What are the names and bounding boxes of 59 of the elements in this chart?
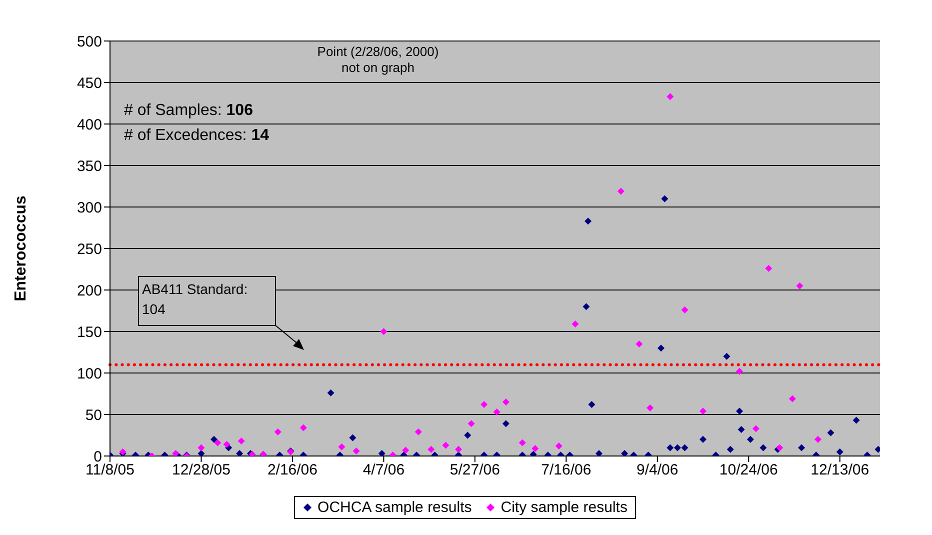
point [636,340,643,348]
legend-label: OCHCA sample results [316,499,472,516]
x-tick-label: 4/7/06 [362,462,405,479]
point [646,404,654,412]
annotation: Point (2/28/06, 2000) not on graph [316,44,440,76]
point [736,368,743,375]
point [493,408,500,416]
point [352,448,360,455]
point [338,443,346,450]
point [532,445,539,452]
y-axis-title: Enterococcus [12,195,30,302]
point [681,306,688,314]
point [700,408,707,415]
point [752,425,760,432]
y-tick-label: 200 [76,282,102,300]
point [214,439,222,446]
point [238,438,245,445]
x-tick-label: 5/27/06 [450,462,500,479]
y-tick-label: 350 [76,158,102,175]
annotation: # of Excedences: 14 [124,127,269,144]
y-tick-label: 300 [76,199,102,216]
point [502,398,510,406]
point [796,282,804,290]
x-tick-label: 7/16/06 [541,462,592,479]
y-tick-label: 250 [76,240,102,258]
point [414,428,422,436]
y-tick-label: 400 [76,116,102,134]
annotation: # of Samples: 106 [124,102,253,119]
point [814,436,822,443]
point [223,440,230,448]
point [455,446,462,453]
point [788,395,796,402]
point [617,188,624,195]
point [442,442,450,449]
y-tick-label: 150 [76,324,102,341]
point [518,439,526,446]
point [468,420,475,428]
x-tick-label: 10/24/06 [719,462,778,479]
point [300,424,307,432]
point [380,328,388,335]
x-tick-label: 2/16/06 [267,462,318,479]
point [274,428,282,436]
y-tick-label: 500 [76,33,102,50]
point [572,320,579,328]
x-tick-label: 12/13/06 [810,462,870,479]
point [198,444,205,452]
x-tick-label: 9/4/06 [636,462,678,479]
x-tick-label: 12/28/05 [172,462,230,479]
legend-label: City sample results [500,499,628,516]
point [402,446,410,454]
point [428,446,435,453]
y-tick-label: 450 [76,74,102,92]
point [555,442,562,450]
y-tick-label: 50 [85,406,102,424]
y-tick-label: 100 [76,365,102,382]
point [765,264,772,272]
annotation: AB411 Standard: 104 [138,276,276,326]
point [480,401,488,408]
point [666,93,674,100]
